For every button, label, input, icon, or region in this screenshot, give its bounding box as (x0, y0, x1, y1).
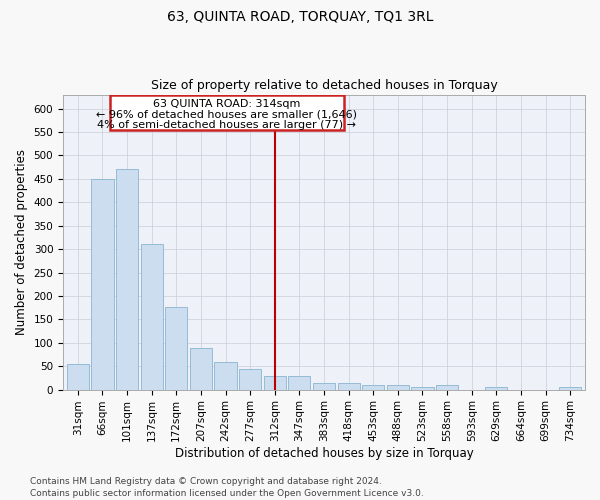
Text: ← 96% of detached houses are smaller (1,646): ← 96% of detached houses are smaller (1,… (96, 110, 357, 120)
Bar (485, 388, 508, 390)
Bar (313, 382, 335, 390)
Bar (190, 348, 212, 390)
Title: Size of property relative to detached houses in Torquay: Size of property relative to detached ho… (151, 79, 497, 92)
X-axis label: Distribution of detached houses by size in Torquay: Distribution of detached houses by size … (175, 447, 473, 460)
Bar (362, 385, 385, 390)
Text: 63, QUINTA ROAD, TORQUAY, TQ1 3RL: 63, QUINTA ROAD, TORQUAY, TQ1 3RL (167, 10, 433, 24)
Bar (436, 386, 458, 390)
Text: Contains HM Land Registry data © Crown copyright and database right 2024.
Contai: Contains HM Land Registry data © Crown c… (30, 476, 424, 498)
Bar (289, 376, 310, 390)
Y-axis label: Number of detached properties: Number of detached properties (15, 149, 28, 335)
Bar (140, 244, 163, 390)
Bar (559, 388, 581, 390)
Bar (91, 179, 113, 390)
Bar (387, 385, 409, 390)
Text: 63 QUINTA ROAD: 314sqm: 63 QUINTA ROAD: 314sqm (153, 99, 301, 109)
Bar (165, 307, 187, 390)
Bar (239, 370, 261, 390)
Bar (338, 382, 360, 390)
FancyBboxPatch shape (110, 96, 344, 130)
Bar (412, 387, 434, 390)
Bar (116, 168, 138, 390)
Bar (214, 362, 236, 390)
Text: 4% of semi-detached houses are larger (77) →: 4% of semi-detached houses are larger (7… (97, 120, 356, 130)
Bar (263, 376, 286, 390)
Bar (67, 364, 89, 390)
